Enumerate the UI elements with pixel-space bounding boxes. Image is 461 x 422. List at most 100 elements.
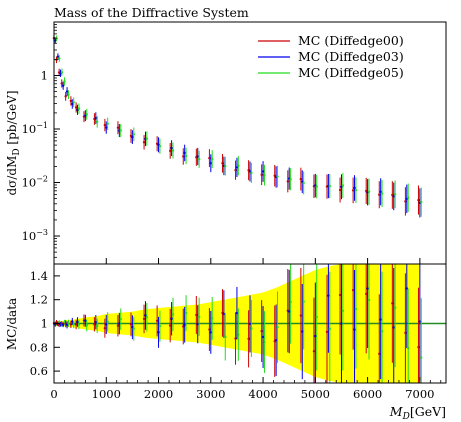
ratio-point: [315, 315, 318, 319]
ratio-point: [340, 322, 343, 325]
main-point: [74, 106, 78, 109]
x-tick-label: 2000: [144, 387, 173, 401]
ratio-point: [341, 309, 345, 312]
main-point: [184, 154, 188, 158]
ratio-point: [404, 331, 407, 335]
chart-title: Mass of the Diffractive System: [54, 5, 249, 20]
main-y-tick-label: 10−3: [22, 228, 48, 243]
ratio-point: [103, 326, 107, 330]
ratio-point: [169, 324, 172, 327]
ratio-point: [94, 320, 98, 324]
main-y-tick-label: 10−2: [22, 175, 48, 190]
ratio-point: [77, 323, 81, 326]
main-panel: 1 10−1 10−2 10−3: [22, 21, 447, 265]
main-point: [263, 173, 266, 177]
ratio-point: [145, 316, 149, 319]
ratio-point: [420, 356, 423, 359]
main-y-ticks: 1 10−1 10−2 10−3: [22, 24, 60, 265]
main-y-tick-exp: −3: [36, 228, 48, 237]
main-point: [58, 57, 61, 60]
main-point: [96, 120, 99, 124]
ratio-point: [106, 320, 109, 324]
main-y-tick-label: 1: [41, 69, 48, 83]
x-label-sub: D: [402, 412, 410, 422]
ratio-point: [250, 327, 253, 330]
main-point: [379, 190, 382, 193]
main-point: [69, 99, 73, 103]
x-axis-label: MD[GeV]: [389, 404, 446, 422]
main-point: [85, 113, 88, 116]
ratio-point: [197, 315, 201, 319]
ratio-point: [325, 330, 329, 334]
main-point: [119, 129, 122, 132]
ratio-y-ticks: 0.6 0.8 1 1.2 1.4: [30, 269, 60, 378]
main-point: [250, 171, 253, 175]
main-point: [367, 190, 371, 193]
ratio-point: [407, 346, 410, 350]
main-point: [71, 102, 74, 106]
main-point: [209, 162, 212, 165]
main-point: [417, 198, 420, 202]
main-point: [224, 165, 227, 168]
ratio-point: [314, 334, 317, 338]
main-point: [235, 166, 239, 169]
main-point: [131, 135, 134, 139]
ratio-panel: 0.6 0.8 1 1.2 1.4 0 1000 2000 3000 4000 5000 6000 7…: [30, 258, 447, 401]
main-point: [354, 188, 358, 192]
ratio-point: [248, 322, 252, 326]
main-point: [169, 149, 172, 153]
ratio-point: [354, 307, 358, 311]
main-point: [158, 144, 162, 148]
ratio-point: [224, 335, 227, 338]
main-point: [94, 116, 98, 120]
ratio-point: [170, 317, 173, 320]
main-y-tick-exp: −1: [36, 121, 48, 130]
ratio-point: [392, 326, 395, 329]
main-point: [211, 157, 214, 161]
ratio-point: [235, 311, 239, 315]
ratio-point: [118, 322, 121, 325]
main-point: [276, 175, 279, 178]
main-point: [197, 158, 201, 161]
ratio-point: [237, 333, 240, 336]
ratio-point: [261, 335, 265, 339]
ratio-point: [208, 328, 211, 331]
main-point: [182, 155, 185, 158]
ratio-point: [65, 323, 69, 327]
x-label-var: M: [389, 404, 404, 419]
ratio-point: [379, 318, 382, 321]
main-point: [60, 82, 63, 85]
ratio-point: [405, 287, 408, 290]
ratio-point: [171, 313, 175, 316]
x-tick-label: 4000: [248, 387, 277, 401]
main-point: [302, 181, 305, 185]
ratio-point: [155, 319, 159, 323]
ratio-point: [365, 292, 368, 296]
ratio-point: [61, 323, 65, 326]
ratio-point: [142, 317, 146, 321]
ratio-point: [211, 317, 214, 320]
main-point: [132, 133, 135, 136]
ratio-y-tick-label: 1.2: [30, 293, 48, 307]
main-point: [142, 141, 146, 144]
ratio-point: [105, 323, 108, 326]
main-point: [237, 164, 240, 167]
ratio-point: [132, 327, 135, 330]
ratio-point: [418, 320, 422, 323]
x-ticks: 0 1000 2000 3000 4000 5000 6000 7000: [50, 258, 442, 401]
main-y-tick-exp: −2: [36, 175, 48, 184]
main-point: [299, 177, 303, 181]
x-tick-label: 0: [50, 387, 57, 401]
main-point: [54, 39, 57, 42]
ratio-point: [417, 345, 420, 349]
main-point: [392, 195, 395, 198]
main-point: [315, 185, 318, 188]
ratio-point: [183, 323, 186, 326]
main-point: [77, 107, 81, 110]
ratio-point: [327, 294, 330, 297]
ratio-y-tick-label: 0.6: [30, 364, 48, 378]
ratio-point: [274, 339, 278, 342]
main-point: [106, 122, 109, 125]
main-point: [116, 126, 120, 129]
main-point: [380, 192, 384, 195]
